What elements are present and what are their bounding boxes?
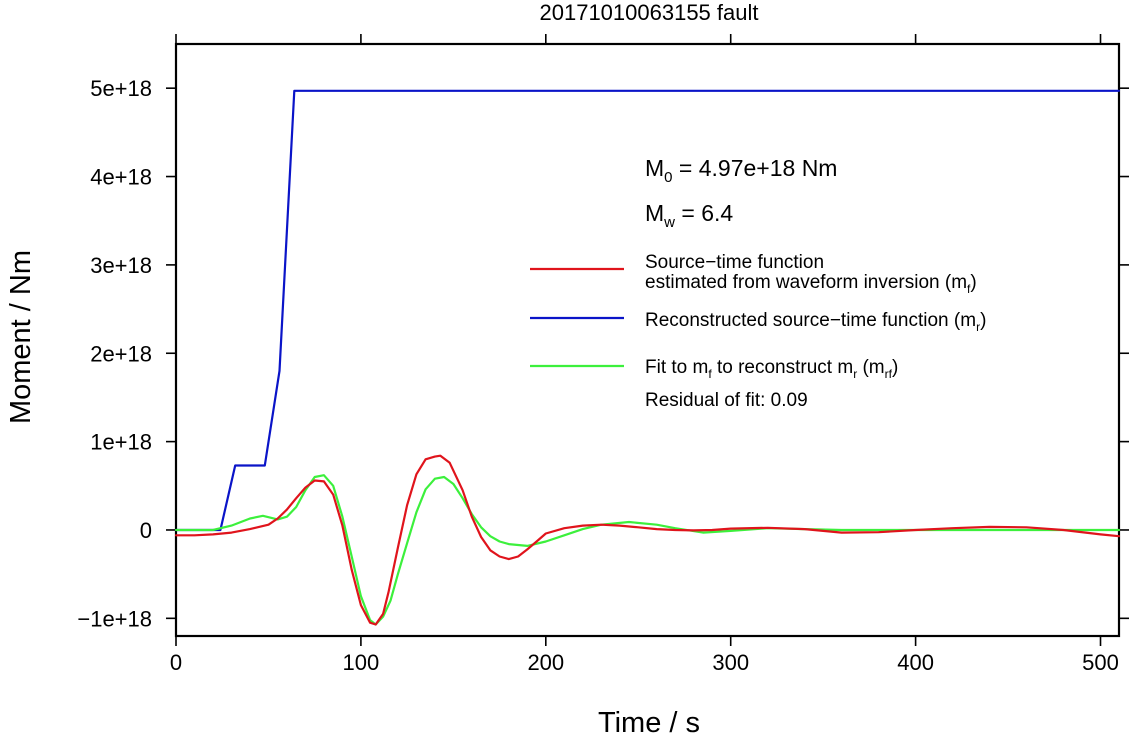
plot-frame [174,42,1121,638]
y-tick-label: 1e+18 [90,430,152,455]
legend-entry-source-time-function-line2: estimated from waveform inversion (mf) [645,272,977,296]
chart-title: 20171010063155 fault [540,0,759,25]
legend-text-part: ) [892,357,898,378]
mw-annotation: Mw = 6.4 [645,200,733,231]
y-tick-label: 0 [140,518,152,543]
m0-annotation: M0 = 4.97e+18 Nm [645,155,837,186]
series-layer [174,89,1121,626]
mw-subscript: w [663,214,675,231]
x-tick-label: 100 [343,650,380,675]
series-line-reconstructed [174,89,1121,532]
y-tick-label: 5e+18 [90,76,152,101]
residual-annotation: Residual of fit: 0.09 [645,390,808,411]
y-tick-label: 4e+18 [90,165,152,190]
legend-entry-fit: Fit to mf to reconstruct mr (mrf) [645,357,898,381]
y-tick-label: 3e+18 [90,253,152,278]
legend-subscript: rf [885,367,893,381]
legend-text-part: Reconstructed source−time function (m [645,310,976,331]
x-tick-label: 400 [897,650,934,675]
legend-entry-reconstructed: Reconstructed source−time function (mr) [645,310,986,334]
legend-subscript: f [967,282,971,296]
legend-entry-source-time-function-line1: Source−time function [645,252,824,273]
legend-text-part: ) [970,272,976,293]
series-line-fit [174,474,1121,626]
y-axis-title: Moment / Nm [5,250,37,424]
legend-subscript: r [976,320,980,334]
mw-symbol: M [645,200,664,226]
m0-subscript: 0 [664,169,672,186]
axes: 0 100 200 300 400 500 −1e+18 0 1e+18 2e+18 3e+18 4e… [77,34,1129,675]
m0-value: = 4.97e+18 Nm [673,155,838,181]
legend-text-part: Fit to m [645,357,708,378]
x-tick-label: 500 [1082,650,1119,675]
series-line-source-time-function [174,454,1121,626]
legend-text-part: estimated from waveform inversion (m [645,272,967,293]
x-tick-label: 0 [170,650,182,675]
y-tick-label: 2e+18 [90,341,152,366]
m0-symbol: M [645,155,664,181]
x-axis-title: Time / s [598,707,700,736]
legend-subscript: f [708,367,712,381]
mw-value: = 6.4 [675,200,733,226]
legend-text-part: (m [857,357,884,378]
legend-subscript: r [853,367,857,381]
y-tick-label: −1e+18 [77,606,152,631]
legend-text-part: to reconstruct m [712,357,854,378]
x-tick-label: 200 [527,650,564,675]
legend: Source−time function estimated from wave… [530,252,986,411]
x-tick-label: 300 [712,650,749,675]
legend-text-part: ) [980,310,986,331]
